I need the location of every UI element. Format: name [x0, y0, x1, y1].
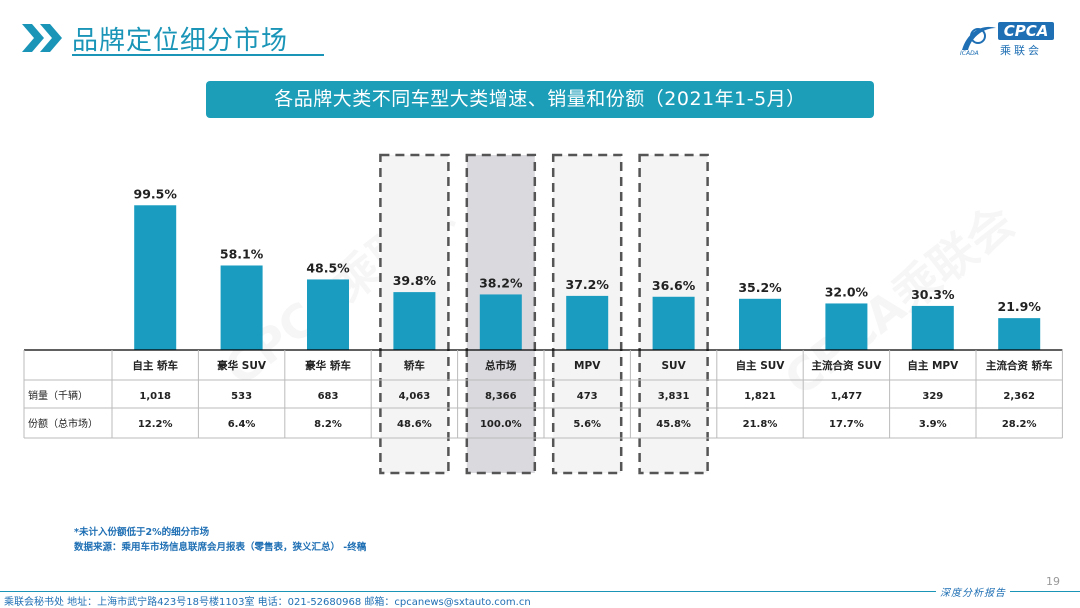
footer-tagline: 深度分析报告 [936, 584, 1010, 599]
table-cell: 48.6% [397, 419, 432, 430]
table-cell: 3,831 [658, 391, 690, 402]
table-cell: 1,018 [139, 391, 171, 402]
footnote-note: *未计入份额低于2%的细分市场 [74, 527, 210, 538]
logo-text: CPCA [998, 22, 1054, 40]
table-cell: 683 [318, 391, 339, 402]
bar [479, 294, 522, 350]
category-tick-label: 豪华 SUV [217, 359, 267, 372]
bar [134, 205, 177, 350]
bar [825, 303, 868, 350]
footer-divider [0, 591, 1080, 592]
category-tick-label: 主流合资 轿车 [986, 359, 1053, 372]
bar-value-label: 58.1% [220, 246, 264, 261]
bar-value-label: 32.0% [825, 284, 869, 299]
table-cell: 5.6% [573, 419, 601, 430]
table-cell: 12.2% [138, 419, 173, 430]
bar-value-label: 21.9% [998, 299, 1042, 314]
table-cell: 21.8% [743, 419, 778, 430]
category-tick-label: 轿车 [404, 359, 425, 372]
table-row-label: 份额（总市场） [28, 417, 98, 430]
table-cell: 4,063 [399, 391, 431, 402]
category-tick-label: MPV [574, 360, 601, 372]
bar [566, 295, 609, 350]
bar-chart-with-table: 99.5% 58.1% 48.5% 39.8% 38.2% 37.2% 36.6% 35.2%… [23, 153, 1063, 475]
table-cell: 2,362 [1003, 391, 1035, 402]
table-cell: 100.0% [480, 419, 522, 430]
bar-value-label: 39.8% [393, 273, 437, 288]
table-cell: 8,366 [485, 391, 517, 402]
title-underline [72, 54, 324, 56]
bar [998, 318, 1041, 350]
bar [307, 279, 349, 350]
table-cell: 8.2% [314, 419, 342, 430]
category-tick-label: 自主 SUV [736, 359, 786, 372]
cpca-logo: CPCA 乘联会 ICADA [958, 20, 1058, 60]
footnote-source: 数据来源：乘用车市场信息联席会月报表（零售表，狭义汇总） -终稿 [74, 542, 367, 553]
category-tick-label: 自主 MPV [907, 359, 959, 372]
category-tick-label: 豪华 轿车 [305, 359, 351, 372]
logo-cn-text: 乘联会 [1000, 44, 1042, 57]
category-tick-label: SUV [661, 360, 686, 372]
logo-sub-text: ICADA [960, 50, 979, 57]
bar-value-label: 99.5% [134, 186, 178, 201]
chart-title-banner: 各品牌大类不同车型大类增速、销量和份额（2021年1-5月） [206, 81, 874, 118]
bar [220, 265, 263, 350]
bar-value-label: 48.5% [306, 260, 350, 275]
table-cell: 329 [922, 391, 943, 402]
table-cell: 1,477 [831, 391, 863, 402]
table-cell: 1,821 [744, 391, 776, 402]
page-title: 品牌定位细分市场 [72, 26, 289, 56]
table-cell: 28.2% [1002, 419, 1037, 430]
bar-value-label: 30.3% [911, 287, 955, 302]
bar-value-label: 38.2% [479, 275, 523, 290]
table-cell: 473 [577, 391, 598, 402]
bar-value-label: 35.2% [738, 280, 782, 295]
category-tick-label: 自主 轿车 [132, 359, 178, 372]
table-cell: 6.4% [228, 419, 256, 430]
table-cell: 3.9% [919, 419, 947, 430]
category-tick-label: 总市场 [485, 359, 517, 372]
header: 品牌定位细分市场 CPCA 乘联会 ICADA [0, 0, 1080, 60]
table-cell: 17.7% [829, 419, 864, 430]
bar [739, 298, 781, 350]
logo-swoosh-icon [962, 26, 996, 50]
table-cell: 45.8% [656, 419, 691, 430]
page-number: 19 [1046, 575, 1060, 588]
bar [652, 296, 695, 350]
table-cell: 533 [231, 391, 252, 402]
bar-value-label: 36.6% [652, 278, 696, 293]
bar-value-label: 37.2% [566, 277, 610, 292]
bar [393, 292, 436, 350]
footnotes: *未计入份额低于2%的细分市场 数据来源：乘用车市场信息联席会月报表（零售表，狭… [74, 525, 366, 555]
category-tick-label: 主流合资 SUV [811, 359, 882, 372]
table-row-label: 销量（千辆） [28, 389, 88, 402]
double-chevron-icon [22, 24, 62, 52]
footer-address: 乘联会秘书处 地址：上海市武宁路423号18号楼1103室 电话：021-526… [4, 597, 531, 608]
bar [911, 305, 954, 350]
